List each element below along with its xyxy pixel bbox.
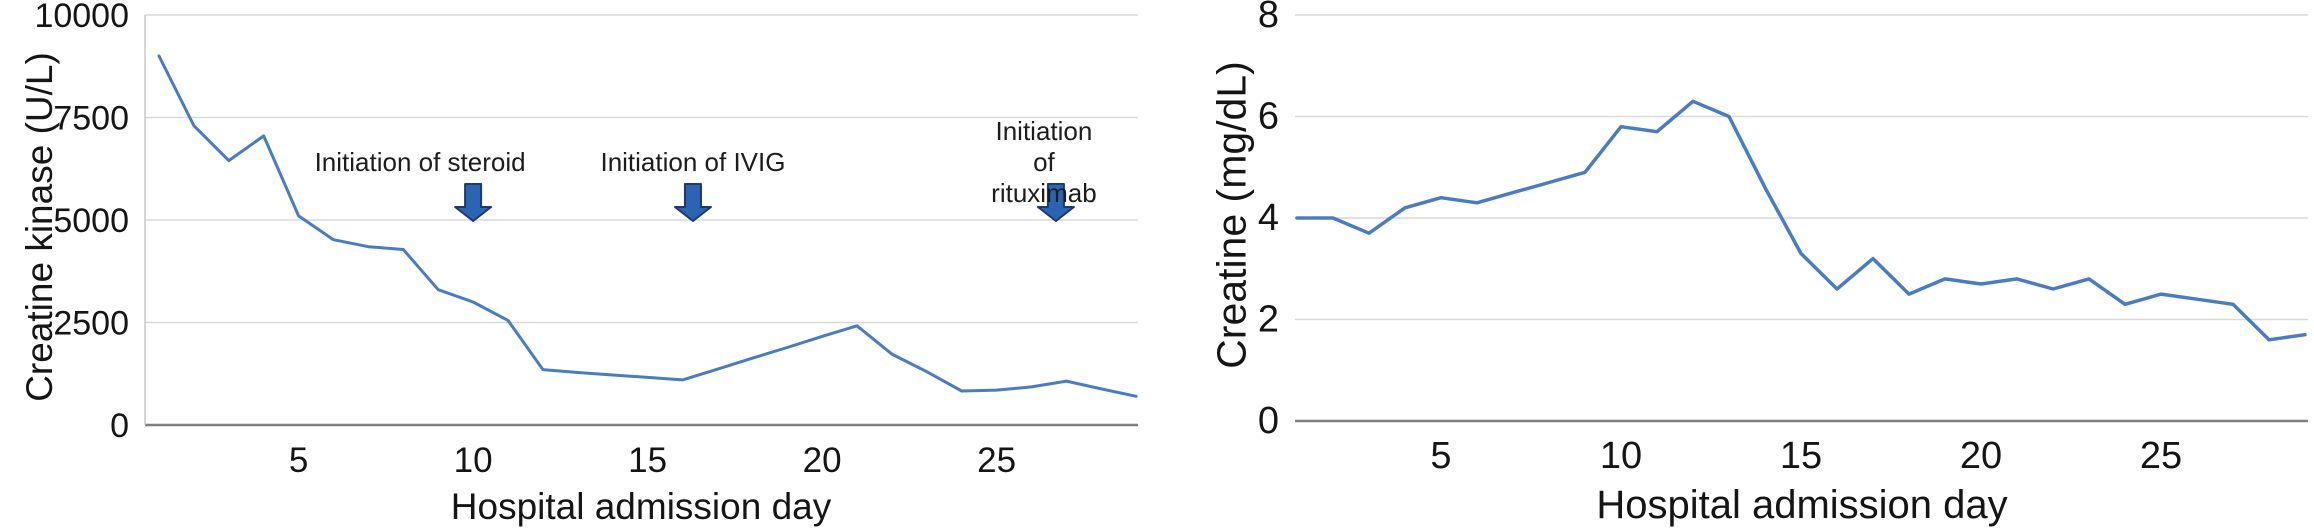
x-tick-label: 15 <box>628 441 667 480</box>
annotation-label: Initiation of steroid <box>314 147 526 177</box>
y-tick-label: 4 <box>1258 197 1279 239</box>
annotation-arrow-icon <box>673 183 712 222</box>
creatine-kinase-plot: 0 2500 5000 7500 10000 5 10 15 20 25 <box>34 0 1138 480</box>
y-tick-label: 0 <box>110 407 129 445</box>
creatine-kinase-chart: 0 2500 5000 7500 10000 5 10 15 20 25 Creatine kin… <box>19 0 1138 527</box>
x-tick-label: 20 <box>1960 435 2002 477</box>
x-tick-label: 25 <box>2140 435 2182 477</box>
y-tick-label: 7500 <box>53 100 129 138</box>
y-tick-label: 10000 <box>34 0 129 35</box>
cr-y-axis-title: Creatine (mg/dL) <box>1208 61 1255 369</box>
y-tick-label: 2500 <box>53 305 129 343</box>
x-tick-label: 5 <box>1430 435 1451 477</box>
series-line <box>1295 99 2307 342</box>
annotation-label: Initiation of rituximab <box>991 116 1097 208</box>
x-tick-label: 25 <box>977 441 1016 480</box>
creatine-plot: 0 2 4 6 8 5 10 15 20 25 <box>1258 0 2308 477</box>
x-tick-label: 5 <box>289 441 308 480</box>
y-tick-label: 6 <box>1258 96 1279 138</box>
series-line <box>157 54 1138 398</box>
creatine-chart: 0 2 4 6 8 5 10 15 20 25 Creatine (mg/dL) Hospital… <box>1160 0 2314 531</box>
x-tick-label: 20 <box>803 441 842 480</box>
y-tick-label: 8 <box>1258 0 1279 36</box>
ck-x-axis-title: Hospital admission day <box>450 486 832 527</box>
y-tick-label: 5000 <box>53 202 129 240</box>
annotation-arrow-icon <box>1036 183 1075 222</box>
x-tick-label: 10 <box>1600 435 1642 477</box>
x-tick-label: 10 <box>454 441 493 480</box>
annotation-label: Initiation of IVIG <box>600 147 786 177</box>
y-tick-label: 2 <box>1258 299 1279 341</box>
x-tick-label: 15 <box>1780 435 1822 477</box>
cr-x-axis-title: Hospital admission day <box>1596 483 2008 527</box>
annotation-arrow-icon <box>454 183 493 222</box>
ck-y-axis-title: Creatine kinase (U/L) <box>19 52 60 402</box>
y-tick-label: 0 <box>1258 400 1279 442</box>
